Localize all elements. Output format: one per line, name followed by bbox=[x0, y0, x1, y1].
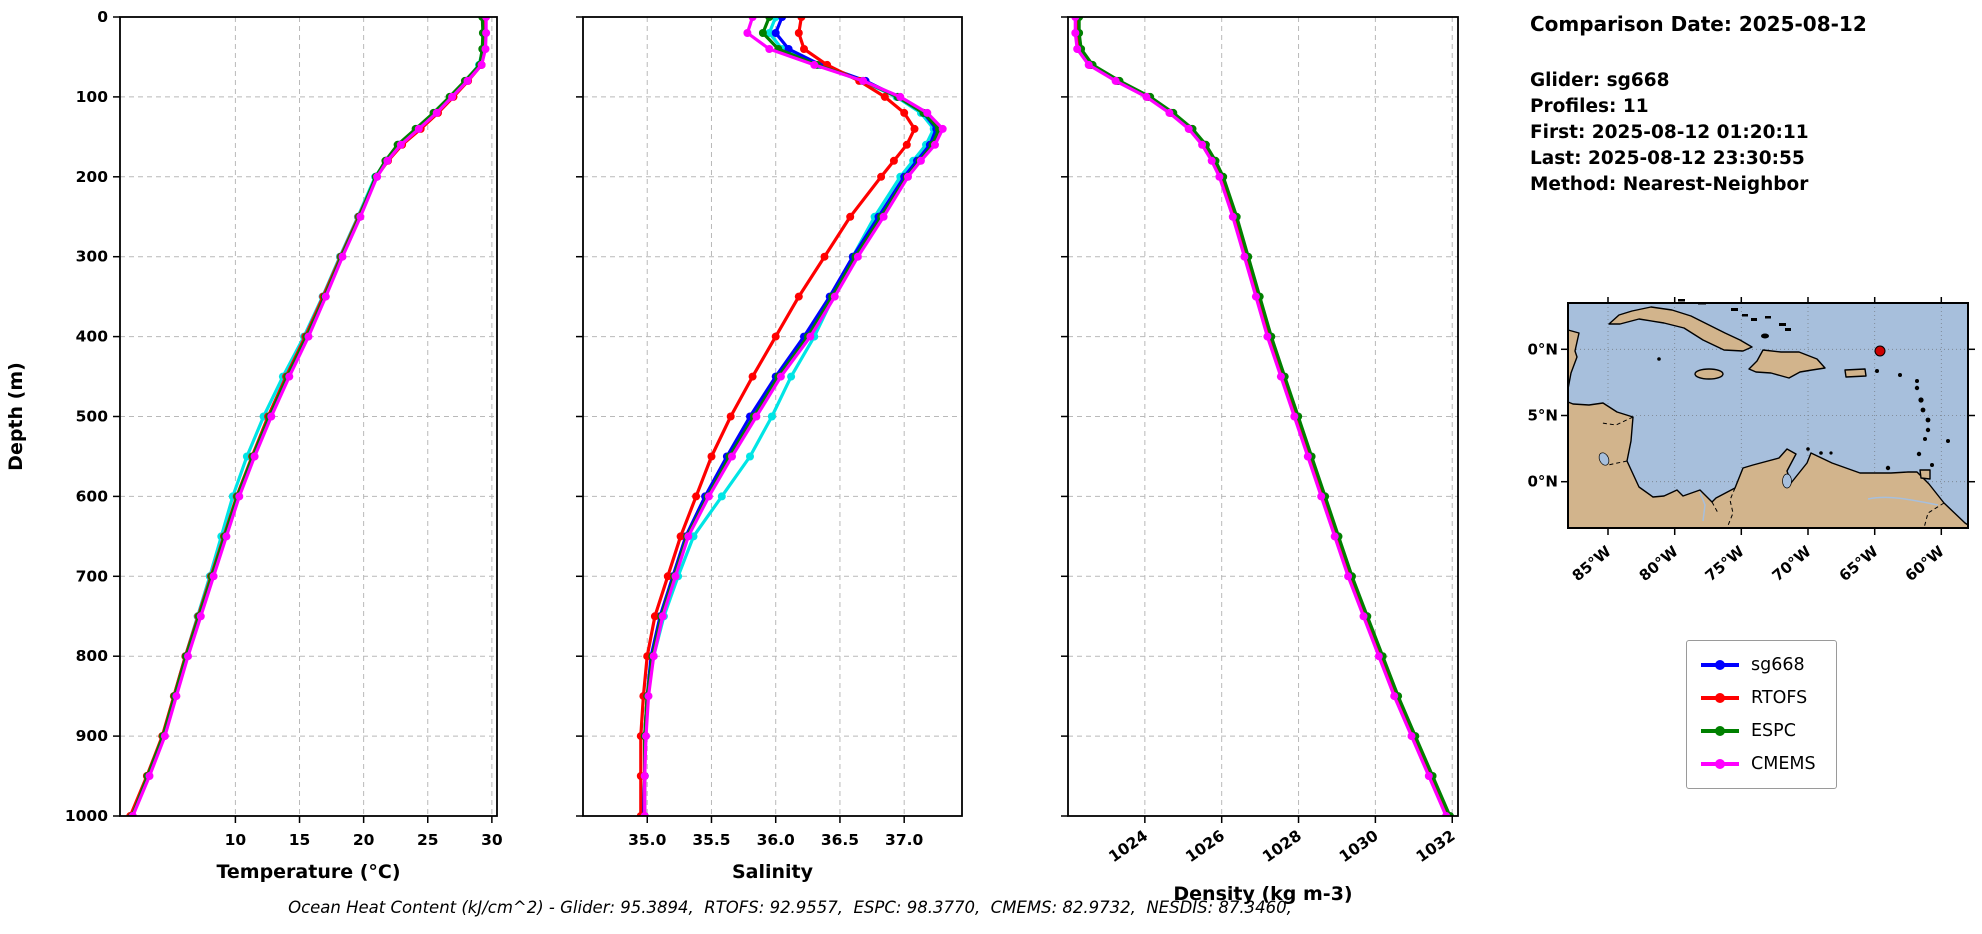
legend-item-RTOFS: RTOFS bbox=[1701, 688, 1816, 708]
info-first: First: 2025-08-12 01:20:11 bbox=[1530, 122, 1809, 143]
map-lon-label-85w: 85°W bbox=[1569, 542, 1615, 585]
x-tick-label: 20 bbox=[353, 831, 375, 849]
legend-marker-sample bbox=[1715, 725, 1725, 736]
x-tick-label: 36.5 bbox=[821, 831, 859, 849]
legend-marker-sample bbox=[1715, 758, 1725, 769]
chart-series-group bbox=[636, 17, 947, 816]
x-tick-label: 37.0 bbox=[885, 831, 923, 849]
ohc-caption: Ocean Heat Content (kJ/cm^2) - Glider: 9… bbox=[288, 898, 1292, 917]
x-tick-label: 1026 bbox=[1182, 827, 1228, 866]
map-land-hispaniola bbox=[1748, 349, 1826, 379]
map-land-puertorico bbox=[1844, 368, 1867, 378]
map-land-cuba bbox=[1608, 306, 1753, 352]
legend: sg668 RTOFS ESPC CMEMS bbox=[1686, 640, 1837, 789]
x-axis-label: Temperature (°C) bbox=[216, 861, 400, 883]
map-land-trinidad bbox=[1919, 469, 1931, 480]
info-profiles: Profiles: 11 bbox=[1530, 96, 1649, 117]
legend-item-CMEMS: CMEMS bbox=[1701, 754, 1816, 774]
x-tick-label: 1030 bbox=[1336, 826, 1382, 866]
location-map: 20°N 15°N 10°N 85°W 80°W 75°W 70°W 65°W … bbox=[1528, 297, 1975, 585]
map-lon-label-80w: 80°W bbox=[1636, 542, 1682, 585]
map-lat-label-10n: 10°N bbox=[1528, 473, 1558, 491]
legend-line-sample bbox=[1701, 758, 1739, 769]
map-ticks bbox=[1561, 297, 1975, 535]
info-block: Comparison Date: 2025-08-12 Glider: sg66… bbox=[1530, 12, 1867, 198]
x-tick-label: 1032 bbox=[1413, 827, 1459, 866]
glider-location-marker bbox=[1874, 345, 1886, 357]
legend-marker-sample bbox=[1715, 692, 1725, 703]
legend-item-sg668: sg668 bbox=[1701, 655, 1816, 675]
map-lat-label-15n: 15°N bbox=[1528, 407, 1558, 425]
map-small-islands bbox=[1657, 299, 1950, 471]
x-tick-label: 36.0 bbox=[757, 831, 795, 849]
x-tick-label: 30 bbox=[481, 831, 503, 849]
legend-marker-sample bbox=[1715, 659, 1725, 670]
map-lat-label-20n: 20°N bbox=[1528, 340, 1558, 358]
y-tick-label: 100 bbox=[76, 88, 109, 106]
map-lakes bbox=[1598, 452, 1792, 489]
y-tick-label: 500 bbox=[76, 408, 109, 426]
x-tick-label: 1028 bbox=[1259, 827, 1305, 866]
y-tick-label: 400 bbox=[76, 328, 109, 346]
legend-item-ESPC: ESPC bbox=[1701, 721, 1816, 741]
y-axis-label: Depth (m) bbox=[5, 362, 27, 471]
map-land bbox=[1567, 306, 1969, 529]
x-tick-label: 35.5 bbox=[692, 831, 730, 849]
chart-series-group bbox=[1071, 17, 1454, 816]
legend-label: RTOFS bbox=[1751, 688, 1808, 708]
comparison-date: Comparison Date: 2025-08-12 bbox=[1530, 12, 1867, 36]
legend-label: sg668 bbox=[1751, 655, 1805, 675]
map-lon-label-70w: 70°W bbox=[1769, 542, 1815, 585]
map-rivers bbox=[1699, 491, 1939, 522]
x-axis-label: Salinity bbox=[732, 861, 814, 883]
chart-panel-0: 10 15 20 25 30010020030040050060070080090010… bbox=[5, 8, 503, 883]
map-land-mainland bbox=[1567, 329, 1969, 529]
legend-line-sample bbox=[1701, 692, 1739, 703]
chart-panel-1: 35.0 35.5 36.0 36.5 37.0 Salinity bbox=[576, 16, 963, 883]
y-tick-label: 300 bbox=[76, 248, 109, 266]
y-tick-label: 700 bbox=[76, 567, 109, 585]
y-tick-label: 1000 bbox=[65, 807, 108, 825]
map-borders bbox=[1601, 416, 1945, 529]
chart-series-group bbox=[126, 17, 491, 816]
y-tick-label: 0 bbox=[97, 8, 108, 26]
info-glider: Glider: sg668 bbox=[1530, 70, 1670, 91]
x-tick-label: 15 bbox=[289, 831, 311, 849]
legend-line-sample bbox=[1701, 659, 1739, 670]
x-tick-label: 35.0 bbox=[628, 831, 666, 849]
y-tick-label: 900 bbox=[76, 727, 109, 745]
x-tick-label: 10 bbox=[225, 831, 247, 849]
x-axis-label: Density (kg m-3) bbox=[1173, 883, 1352, 905]
legend-label: CMEMS bbox=[1751, 754, 1816, 774]
map-land-jamaica bbox=[1694, 368, 1724, 380]
y-tick-label: 200 bbox=[76, 168, 109, 186]
info-last: Last: 2025-08-12 23:30:55 bbox=[1530, 148, 1805, 169]
legend-line-sample bbox=[1701, 725, 1739, 736]
chart-panel-2: 1024 1026 1028 1030 1032 Density (kg m-3) bbox=[1061, 16, 1459, 905]
map-lon-label-65w: 65°W bbox=[1836, 542, 1882, 585]
info-method: Method: Nearest-Neighbor bbox=[1530, 174, 1809, 195]
y-tick-label: 600 bbox=[76, 487, 109, 505]
legend-label: ESPC bbox=[1751, 721, 1796, 741]
y-tick-label: 800 bbox=[76, 647, 109, 665]
map-lon-label-75w: 75°W bbox=[1702, 542, 1748, 585]
x-tick-label: 25 bbox=[417, 831, 439, 849]
x-tick-label: 1024 bbox=[1105, 826, 1151, 866]
map-lon-label-60w: 60°W bbox=[1902, 542, 1948, 585]
